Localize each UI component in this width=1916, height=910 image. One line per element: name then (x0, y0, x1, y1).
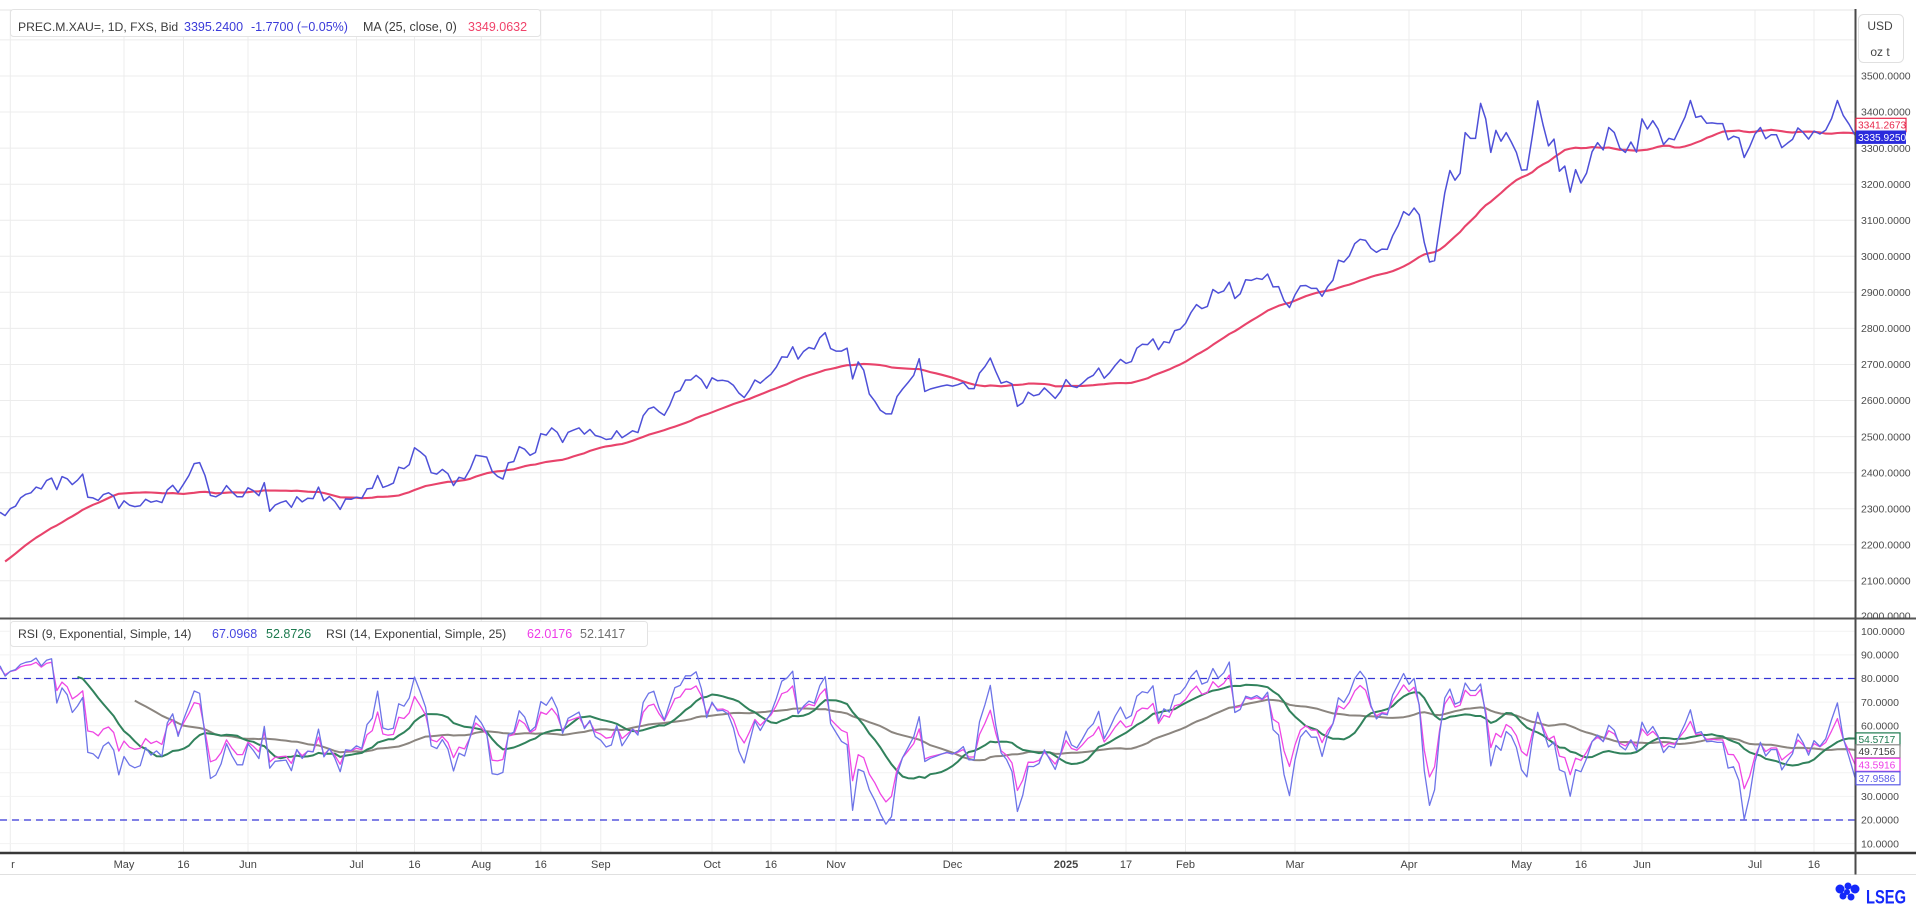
svg-text:May: May (114, 859, 135, 871)
svg-text:16: 16 (1808, 859, 1820, 871)
svg-text:Nov: Nov (826, 859, 846, 871)
svg-text:Jul: Jul (1748, 859, 1762, 871)
svg-text:Mar: Mar (1286, 859, 1305, 871)
svg-text:2025: 2025 (1054, 859, 1078, 871)
svg-text:LSEG: LSEG (1866, 888, 1906, 906)
svg-text:60.0000: 60.0000 (1861, 720, 1899, 732)
svg-text:r: r (11, 859, 15, 871)
svg-text:16: 16 (177, 859, 189, 871)
svg-text:Jul: Jul (349, 859, 363, 871)
svg-text:17: 17 (1120, 859, 1132, 871)
svg-text:RSI (9, Exponential, Simple, 1: RSI (9, Exponential, Simple, 14) (18, 627, 191, 641)
svg-text:16: 16 (408, 859, 420, 871)
svg-text:Sep: Sep (591, 859, 611, 871)
svg-text:-1.7700 (−0.05%): -1.7700 (−0.05%) (251, 20, 348, 34)
svg-text:3400.0000: 3400.0000 (1861, 107, 1911, 119)
svg-text:52.8726: 52.8726 (266, 627, 311, 641)
svg-text:Apr: Apr (1400, 859, 1417, 871)
svg-text:May: May (1511, 859, 1532, 871)
svg-text:16: 16 (765, 859, 777, 871)
svg-text:PREC.M.XAU=, 1D, FXS, Bid: PREC.M.XAU=, 1D, FXS, Bid (18, 20, 178, 34)
svg-text:2900.0000: 2900.0000 (1861, 287, 1911, 299)
svg-text:USD: USD (1867, 19, 1893, 33)
svg-text:16: 16 (1575, 859, 1587, 871)
svg-text:80.0000: 80.0000 (1861, 673, 1899, 685)
svg-text:2400.0000: 2400.0000 (1861, 467, 1911, 479)
svg-text:Feb: Feb (1176, 859, 1195, 871)
svg-text:3300.0000: 3300.0000 (1861, 143, 1911, 155)
svg-text:3341.2673: 3341.2673 (1858, 121, 1906, 132)
svg-text:62.0176: 62.0176 (527, 627, 572, 641)
svg-text:3349.0632: 3349.0632 (468, 20, 527, 34)
svg-text:Jun: Jun (1633, 859, 1651, 871)
svg-text:oz t: oz t (1870, 45, 1890, 59)
svg-text:67.0968: 67.0968 (212, 627, 257, 641)
svg-text:RSI (14, Exponential, Simple,: RSI (14, Exponential, Simple, 25) (326, 627, 506, 641)
svg-text:2700.0000: 2700.0000 (1861, 359, 1911, 371)
svg-text:Dec: Dec (943, 859, 963, 871)
svg-text:43.5916: 43.5916 (1859, 760, 1896, 771)
svg-text:20.0000: 20.0000 (1861, 815, 1899, 827)
svg-text:Jun: Jun (239, 859, 257, 871)
svg-text:2100.0000: 2100.0000 (1861, 576, 1911, 588)
svg-text:100.0000: 100.0000 (1861, 626, 1905, 638)
svg-text:90.0000: 90.0000 (1861, 650, 1899, 662)
svg-text:Oct: Oct (703, 859, 720, 871)
svg-text:MA (25, close, 0): MA (25, close, 0) (363, 20, 457, 34)
svg-text:2800.0000: 2800.0000 (1861, 323, 1911, 335)
svg-text:2200.0000: 2200.0000 (1861, 540, 1911, 552)
svg-text:3200.0000: 3200.0000 (1861, 179, 1911, 191)
svg-text:10.0000: 10.0000 (1861, 838, 1899, 850)
svg-text:70.0000: 70.0000 (1861, 697, 1899, 709)
svg-text:30.0000: 30.0000 (1861, 791, 1899, 803)
svg-text:2600.0000: 2600.0000 (1861, 395, 1911, 407)
svg-text:2500.0000: 2500.0000 (1861, 431, 1911, 443)
svg-text:49.7156: 49.7156 (1859, 747, 1896, 758)
svg-text:3500.0000: 3500.0000 (1861, 71, 1911, 83)
svg-text:3000.0000: 3000.0000 (1861, 251, 1911, 263)
svg-text:3100.0000: 3100.0000 (1861, 215, 1911, 227)
svg-text:3335.9250: 3335.9250 (1858, 133, 1906, 144)
svg-text:3395.2400: 3395.2400 (184, 20, 243, 34)
svg-text:2300.0000: 2300.0000 (1861, 503, 1911, 515)
svg-text:16: 16 (535, 859, 547, 871)
svg-text:Aug: Aug (472, 859, 492, 871)
svg-text:2000.0000: 2000.0000 (1861, 610, 1911, 622)
svg-text:37.9586: 37.9586 (1859, 774, 1896, 785)
svg-text:52.1417: 52.1417 (580, 627, 625, 641)
svg-text:54.5717: 54.5717 (1859, 735, 1896, 746)
